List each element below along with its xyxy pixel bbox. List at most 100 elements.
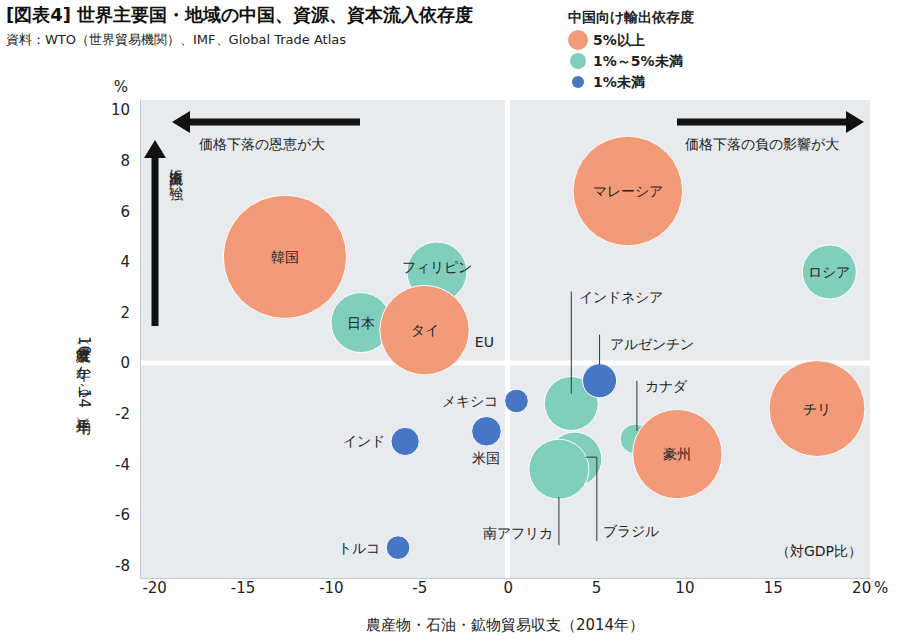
bubble-series — [223, 136, 865, 499]
bubble — [472, 416, 502, 446]
bubble — [380, 285, 469, 374]
y-tick-label: 4 — [120, 253, 130, 271]
y-tick: -2 — [115, 405, 140, 423]
arrow-shaft — [152, 158, 159, 326]
bubble — [573, 136, 683, 246]
y-tick-label: 10 — [111, 101, 130, 119]
y-tick: 6 — [120, 203, 140, 221]
chart-title: [図表4] 世界主要国・地域の中国、資源、資本流入依存度 — [6, 4, 473, 25]
x-tick-label: -20 — [142, 579, 167, 597]
bubble-label: EU — [475, 334, 494, 350]
bubble — [583, 364, 617, 398]
x-tick-label: 0 — [503, 579, 513, 597]
y-tick-label: -4 — [115, 455, 130, 473]
x-tick-label: -15 — [231, 579, 256, 597]
bubble-label: アルゼンチン — [610, 336, 694, 352]
plot-background — [140, 100, 870, 578]
x-axis-title: 農産物・石油・鉱物貿易収支（2014年） — [366, 616, 644, 634]
y-axis-line — [140, 101, 141, 579]
legend: 中国向け輸出依存度 5%以上 1%～5%未満 1%未満 — [568, 9, 694, 90]
y-tick: 8 — [120, 152, 140, 170]
y-axis: -8 -6 -4 -2 0 2 4 6 8 10 — [111, 101, 141, 579]
bubble-labels: 韓国タイマレーシアチリ豪州フィリピン日本EUロシアインドネシアカナダブラジル南ア… — [271, 183, 850, 556]
x-tick: 5 — [592, 578, 602, 597]
x-axis: -20 -15 -10 -5 0 5 10 15 20 — [141, 578, 872, 597]
chart-svg: -20-15-10-505101520-8-6-4-20246810%%農産物・… — [0, 0, 900, 642]
y-tick-label: 8 — [120, 152, 130, 170]
legend-label: 5%以上 — [593, 32, 645, 48]
bubble-label: インド — [343, 433, 385, 449]
bubble — [802, 245, 856, 299]
x-tick: -15 — [231, 578, 256, 597]
x-tick: 0 — [503, 578, 513, 597]
y-tick-label: 2 — [120, 304, 130, 322]
chart-subtitle: 資料：WTO（世界貿易機関）、IMF、Global Trade Atlas — [6, 32, 346, 47]
bubble-label: メキシコ — [442, 393, 498, 409]
bubble — [505, 389, 529, 413]
legend-title: 中国向け輸出依存度 — [568, 9, 694, 25]
legend-label: 1%～5%未満 — [593, 53, 683, 69]
bubble — [633, 409, 722, 498]
bubble — [391, 427, 419, 455]
y-tick: 4 — [120, 253, 140, 271]
y-tick-label: -8 — [115, 557, 130, 575]
bubble-label: 南アフリカ — [483, 525, 553, 541]
x-tick-label: -5 — [412, 579, 427, 597]
bubble-label: インドネシア — [579, 289, 663, 305]
annotation: （対GDP比） — [776, 543, 862, 559]
x-tick: 10 — [675, 578, 694, 597]
bubble — [769, 361, 865, 457]
legend-swatch — [568, 30, 588, 50]
zero-line — [140, 361, 870, 366]
bubble — [386, 536, 410, 560]
y-tick: -6 — [115, 506, 140, 524]
bubble-series — [386, 364, 616, 560]
annotation: 価格下落の恩恵が大 — [199, 136, 325, 152]
y-tick: 0 — [120, 354, 140, 372]
bubble-label: フィリピン — [402, 259, 472, 275]
y-unit: % — [114, 78, 128, 96]
x-tick-label: 20 — [852, 579, 871, 597]
annotation-arrows — [144, 111, 864, 326]
y-tick: -4 — [115, 455, 140, 473]
zero-line — [505, 100, 510, 578]
bubble-label: タイ — [411, 322, 439, 338]
bubble-label: カナダ — [645, 378, 688, 394]
leader-line — [586, 457, 597, 541]
bubble — [529, 439, 589, 499]
legend-label: 1%未満 — [593, 74, 645, 90]
y-tick-label: 0 — [120, 354, 130, 372]
x-tick: -5 — [412, 578, 427, 597]
y-tick: -8 — [115, 557, 140, 575]
bubble — [223, 195, 346, 318]
y-tick: 10 — [111, 101, 140, 119]
y-tick-label: 6 — [120, 203, 130, 221]
bubble-label: チリ — [803, 401, 831, 417]
annotation: 資本流出に強い — [168, 160, 184, 201]
y-tick: 2 — [120, 304, 140, 322]
x-unit: % — [874, 579, 888, 597]
leader-line — [599, 335, 600, 365]
arrow-head — [172, 111, 190, 133]
x-tick-label: 15 — [764, 579, 783, 597]
x-tick: 15 — [764, 578, 783, 597]
leader-line — [636, 381, 637, 431]
leader-line — [558, 497, 559, 545]
annotation: 価格下落の負の影響が大 — [685, 136, 839, 152]
arrow-shaft — [190, 119, 360, 126]
leader-line — [571, 291, 572, 393]
y-tick-label: -6 — [115, 506, 130, 524]
x-tick: 20 — [852, 578, 871, 597]
bubble-label: 米国 — [472, 450, 500, 466]
bubble-label: トルコ — [338, 540, 380, 556]
x-tick-label: -10 — [319, 579, 344, 597]
x-tick-label: 10 — [675, 579, 694, 597]
bubble-label: ロシア — [808, 264, 850, 280]
y-axis-title: 経常収支（10年から14年平均） — [75, 336, 93, 435]
x-tick: -10 — [319, 578, 344, 597]
bubble-series — [331, 242, 856, 499]
bubble-label: 豪州 — [663, 446, 691, 462]
bubble-label: ブラジル — [603, 523, 659, 539]
bubble-label: マレーシア — [593, 183, 663, 199]
arrow-head — [846, 111, 864, 133]
